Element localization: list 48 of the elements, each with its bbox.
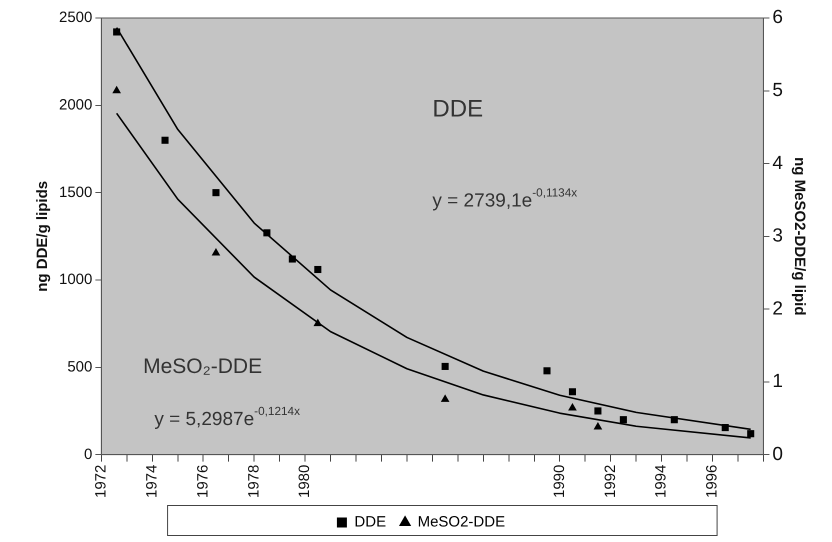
point xyxy=(212,248,220,256)
point xyxy=(594,407,602,415)
point xyxy=(442,362,449,370)
y-tick-label: 2500 xyxy=(58,9,92,26)
point xyxy=(314,266,322,274)
y-tick-label: 500 xyxy=(67,358,92,376)
point xyxy=(161,136,169,144)
y2-tick-label: 6 xyxy=(772,7,784,28)
point xyxy=(568,403,577,411)
point xyxy=(212,189,220,196)
legend-label: DDE xyxy=(354,514,386,531)
y2-tick-label: 5 xyxy=(772,80,784,102)
y2-tick-label: 1 xyxy=(772,371,784,392)
y2-tick-label: 4 xyxy=(772,152,784,174)
point xyxy=(543,367,551,374)
y-tick-label: 2000 xyxy=(58,96,92,114)
y2-axis-title: ng MeSO2-DDE/g lipid xyxy=(790,157,808,316)
point xyxy=(440,394,450,402)
point xyxy=(263,229,270,236)
point xyxy=(288,255,296,263)
x-tick-label: 1972 xyxy=(92,464,110,498)
point xyxy=(722,424,729,432)
y2-tick-label: 0 xyxy=(772,444,784,465)
point xyxy=(112,86,121,94)
point xyxy=(113,28,120,36)
y-tick-label: 1000 xyxy=(58,271,92,288)
x-tick-label: 1994 xyxy=(652,464,670,498)
point xyxy=(620,416,627,424)
y-axis-title: ng DDE/g lipids xyxy=(34,180,52,292)
annotation: MeSO₂-DDE xyxy=(143,355,262,378)
x-tick-label: 1992 xyxy=(602,464,619,498)
x-tick-label: 1980 xyxy=(296,464,314,498)
legend-label: MeSO2-DDE xyxy=(418,514,506,531)
point xyxy=(747,430,754,438)
point xyxy=(568,388,576,396)
y-tick-label: 1500 xyxy=(58,184,92,201)
x-tick-label: 1990 xyxy=(550,464,568,498)
x-tick-label: 1974 xyxy=(143,464,160,498)
y-tick-label: 0 xyxy=(84,446,92,463)
x-tick-label: 1976 xyxy=(194,464,212,498)
x-tick-label: 1996 xyxy=(704,464,721,498)
x-tick-label: 1978 xyxy=(245,464,262,498)
point xyxy=(313,318,322,326)
y2-tick-label: 2 xyxy=(772,298,784,320)
y2-tick-label: 3 xyxy=(772,226,784,247)
point xyxy=(594,422,602,430)
point xyxy=(670,416,678,424)
annotation: DDE xyxy=(432,95,484,122)
